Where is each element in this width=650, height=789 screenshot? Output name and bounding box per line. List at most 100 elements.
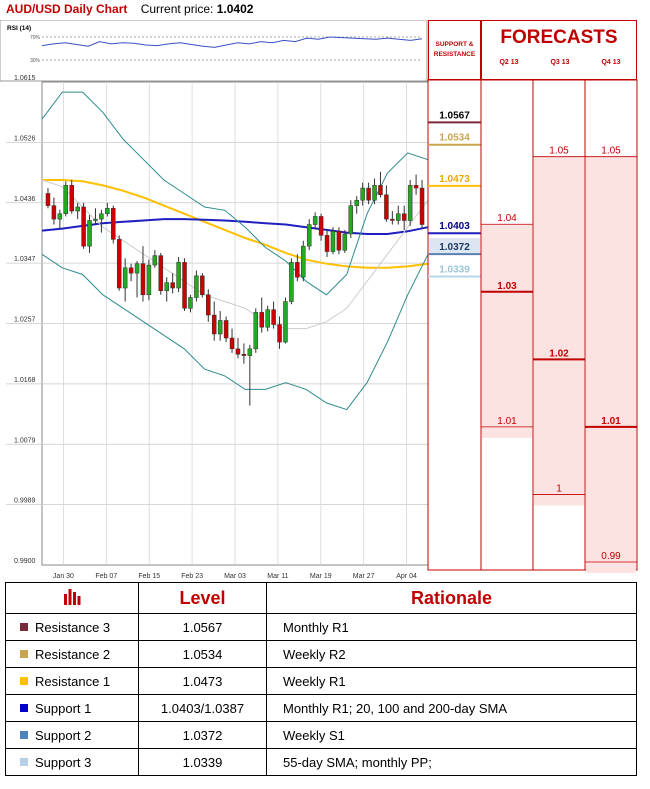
level-rationale-cell: Weekly R2 [266,640,637,668]
candle-down [401,213,407,221]
candle-down [413,185,419,189]
level-name: Resistance 2 [35,646,111,662]
current-price-label: Current price: [140,2,214,16]
level-rationale-cell: Monthly R1; 20, 100 and 200-day SMA [266,694,637,722]
level-tag-label: 1.0339 [439,264,470,275]
level-tag-label: 1.0372 [439,242,470,253]
level-name: Resistance 1 [35,673,111,689]
forecast-label: 1.02 [549,348,569,359]
level-name: Support 1 [35,700,92,716]
level-value-cell: 1.0567 [138,613,267,641]
candle-down [384,194,389,220]
rsi-panel: RSI (14) 70% 30% [0,20,428,82]
forecast-label: 0.99 [601,551,621,562]
candle-down [158,255,164,291]
candle-up [164,282,169,291]
y-tick-label: 0.9900 [14,558,36,565]
x-tick-label: Mar 11 [267,573,288,580]
chart-title: AUD/USD Daily Chart [6,2,128,16]
candle-up [360,187,365,201]
table-row: Support 2 1.0372 Weekly S1 [5,721,637,749]
level-value-cell: 1.0473 [138,667,267,695]
x-tick-label: Apr 04 [396,573,417,580]
y-tick-label: 1.0257 [14,317,36,324]
level-tag-bg [429,128,480,145]
y-tick-label: 1.0615 [14,75,36,82]
candle-down [81,206,86,247]
level-name: Resistance 3 [35,619,111,635]
current-price-value: 1.0402 [216,2,254,16]
level-value-cell: 1.0339 [138,748,267,776]
level-name-cell: Resistance 3 [5,613,139,641]
x-tick-label: Mar 19 [310,573,332,580]
level-tag-label: 1.0567 [439,110,470,121]
level-color-swatch [20,623,28,632]
candle-down [366,187,371,201]
candle-up [396,213,401,221]
candle-down [116,239,122,289]
level-tag-bg [429,106,480,123]
candle-down [295,262,300,278]
series-line [42,179,429,269]
level-name-cell: Resistance 1 [5,667,139,695]
x-tick-label: Feb 15 [138,573,160,580]
table-row: Resistance 1 1.0473 Weekly R1 [5,667,637,695]
level-tag-bg [429,169,480,186]
candle-up [348,205,354,235]
candle-down [390,218,395,221]
level-name-cell: Resistance 2 [5,640,139,668]
candle-up [93,218,98,221]
candle-up [63,185,69,214]
forecast-label: 1.01 [601,416,621,427]
level-rationale-cell: Weekly S1 [266,721,637,749]
level-value-cell: 1.0403/1.0387 [138,694,267,722]
table-row: Support 1 1.0403/1.0387 Monthly R1; 20, 10… [5,694,637,722]
y-tick-label: 1.0079 [14,437,36,444]
candle-up [253,312,259,350]
candle-up [312,216,318,225]
bar-chart-icon [64,588,81,605]
x-tick-label: Mar 27 [353,573,375,580]
y-tick-label: 1.0436 [14,196,36,203]
candle-up [283,301,288,343]
table-row: Resistance 3 1.0567 Monthly R1 [5,613,637,641]
candle-down [206,294,211,316]
sr-column [427,79,482,571]
candle-up [301,245,306,278]
series-line [41,91,429,296]
candle-up [330,231,336,252]
sr-title-line-2: RESISTANCE [433,51,476,58]
y-tick-label: 1.0526 [14,135,36,142]
level-name: Support 3 [35,754,92,770]
level-color-swatch [20,758,28,767]
forecast-label: 1.03 [497,281,517,292]
rsi-frame [0,20,428,82]
candle-down [259,312,264,328]
candle-up [247,348,253,356]
y-tick-label: 1.0347 [14,256,36,263]
candle-up [176,262,181,289]
level-tag-label: 1.0473 [439,174,470,185]
forecast-label: 1.05 [549,146,569,157]
candle-down [271,309,276,325]
candle-up [122,267,128,289]
quarter-q3-label: Q3 13 [550,59,570,66]
table-row: Resistance 2 1.0534 Weekly R2 [5,640,637,668]
level-name-cell: Support 3 [5,748,139,776]
support-resistance-header: SUPPORT & RESISTANCE [428,20,481,80]
level-color-swatch [20,650,28,659]
candle-up [306,224,312,247]
forecast-range [482,224,532,438]
candle-down [378,185,383,196]
y-tick-label: 0.9989 [14,498,36,505]
candle-down [200,275,205,296]
forecast-label: 1.04 [497,213,517,224]
candle-up [372,185,377,201]
candle-up [217,320,223,335]
rsi-line [41,36,423,48]
candle-down [229,337,235,350]
level-color-swatch [20,704,28,713]
forecast-range [586,156,636,574]
level-tag-bg [429,217,480,234]
series-line [41,253,429,411]
